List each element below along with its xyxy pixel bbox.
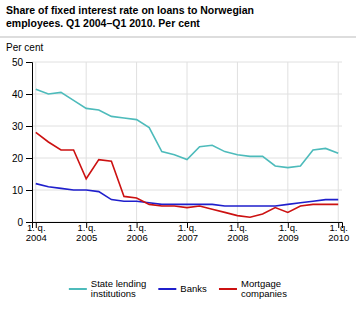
text-line: 2004 bbox=[26, 232, 47, 243]
tick: 1. q.2008 bbox=[227, 222, 248, 243]
tick-label: 1. q.2008 bbox=[227, 222, 248, 243]
grid-line-x bbox=[187, 62, 188, 222]
lines bbox=[36, 89, 338, 217]
grid-line-x bbox=[237, 62, 238, 222]
tick-mark bbox=[26, 62, 32, 63]
text-line: 2009 bbox=[278, 232, 299, 243]
plot: 010203040501. q.20041. q.20051. q.20061.… bbox=[12, 57, 349, 244]
grid bbox=[32, 62, 342, 222]
text-line: 1. q. bbox=[279, 222, 298, 233]
legend-swatch bbox=[158, 288, 176, 290]
tick-label: 1. q.2004 bbox=[26, 222, 47, 243]
tick: 10 bbox=[12, 185, 32, 196]
tick-mark bbox=[26, 126, 32, 127]
text-line: 2010 bbox=[328, 232, 349, 243]
legend-swatch bbox=[219, 288, 237, 290]
legend-item: State lendinginstitutions bbox=[69, 277, 146, 299]
tick-label: 50 bbox=[12, 57, 24, 68]
separator bbox=[0, 37, 356, 38]
tick-label: 0 bbox=[17, 217, 23, 228]
tick: 20 bbox=[12, 153, 32, 164]
line bbox=[36, 132, 338, 217]
tick-label: 40 bbox=[12, 89, 24, 100]
tick-label: 1. q.2009 bbox=[278, 222, 299, 243]
line bbox=[36, 184, 338, 206]
tick: 30 bbox=[12, 121, 32, 132]
text-line: 2007 bbox=[177, 232, 198, 243]
text-line: 2006 bbox=[127, 232, 148, 243]
tick-label: 1. q.2010 bbox=[328, 222, 349, 243]
text-line: Banks bbox=[180, 283, 207, 294]
tick: 1. q.2006 bbox=[127, 222, 148, 243]
legend-item: Banks bbox=[158, 283, 207, 294]
tick: 1. q.2010 bbox=[328, 222, 349, 243]
legend-label: State lendinginstitutions bbox=[91, 277, 146, 299]
axis-line bbox=[26, 63, 33, 223]
tick-mark bbox=[26, 190, 32, 191]
tick: 50 bbox=[12, 57, 32, 68]
text-line: 1. q. bbox=[229, 222, 248, 233]
legend-swatch bbox=[69, 288, 87, 290]
tick: 1. q.2004 bbox=[26, 222, 47, 243]
text-line: 1. q. bbox=[128, 222, 147, 233]
grid-line-x bbox=[86, 62, 87, 222]
tick: 1. q.2005 bbox=[76, 222, 97, 243]
tick-label: 1. q.2006 bbox=[127, 222, 148, 243]
text-line: 2008 bbox=[227, 232, 248, 243]
tick-label: 1. q.2005 bbox=[76, 222, 97, 243]
text-line: 1. q. bbox=[329, 222, 348, 233]
tick-label: 30 bbox=[12, 121, 24, 132]
text-line: institutions bbox=[91, 288, 136, 299]
tick-mark bbox=[26, 158, 32, 159]
tick-label: 10 bbox=[12, 185, 24, 196]
tick-label: 20 bbox=[12, 153, 24, 164]
legend-label: Banks bbox=[180, 283, 207, 294]
y-axis-label: Per cent bbox=[6, 42, 43, 53]
text-line: companies bbox=[241, 288, 287, 299]
text-line: 2005 bbox=[76, 232, 97, 243]
legend-label: Mortgagecompanies bbox=[241, 277, 287, 299]
text-line: State lending bbox=[91, 277, 146, 288]
text-line: Share of fixed interest rate on loans to… bbox=[6, 4, 254, 16]
chart: Share of fixed interest rate on loans to… bbox=[0, 0, 356, 317]
legend: State lendinginstitutions Banks Mortgageco… bbox=[69, 277, 287, 299]
title: Share of fixed interest rate on loans to… bbox=[6, 4, 254, 29]
tick: 1. q.2009 bbox=[278, 222, 299, 243]
text-line: 1. q. bbox=[178, 222, 197, 233]
y-axis: 0 10 20 30 40 50 bbox=[12, 57, 33, 228]
grid-line-x bbox=[287, 62, 288, 222]
text-line: 1. q. bbox=[77, 222, 96, 233]
tick: 40 bbox=[12, 89, 32, 100]
text-line: 1. q. bbox=[27, 222, 46, 233]
grid-line-x bbox=[35, 62, 36, 222]
line bbox=[36, 89, 338, 167]
text-line: employees. Q1 2004–Q1 2010. Per cent bbox=[6, 17, 200, 29]
tick-mark bbox=[26, 94, 32, 95]
legend-item: Mortgagecompanies bbox=[219, 277, 287, 299]
text-line: Mortgage bbox=[241, 277, 281, 288]
tick-label: 1. q.2007 bbox=[177, 222, 198, 243]
x-axis: 1. q.20041. q.20051. q.20061. q.20071. q… bbox=[26, 222, 350, 243]
grid-line-x bbox=[338, 62, 339, 222]
tick: 1. q.2007 bbox=[177, 222, 198, 243]
